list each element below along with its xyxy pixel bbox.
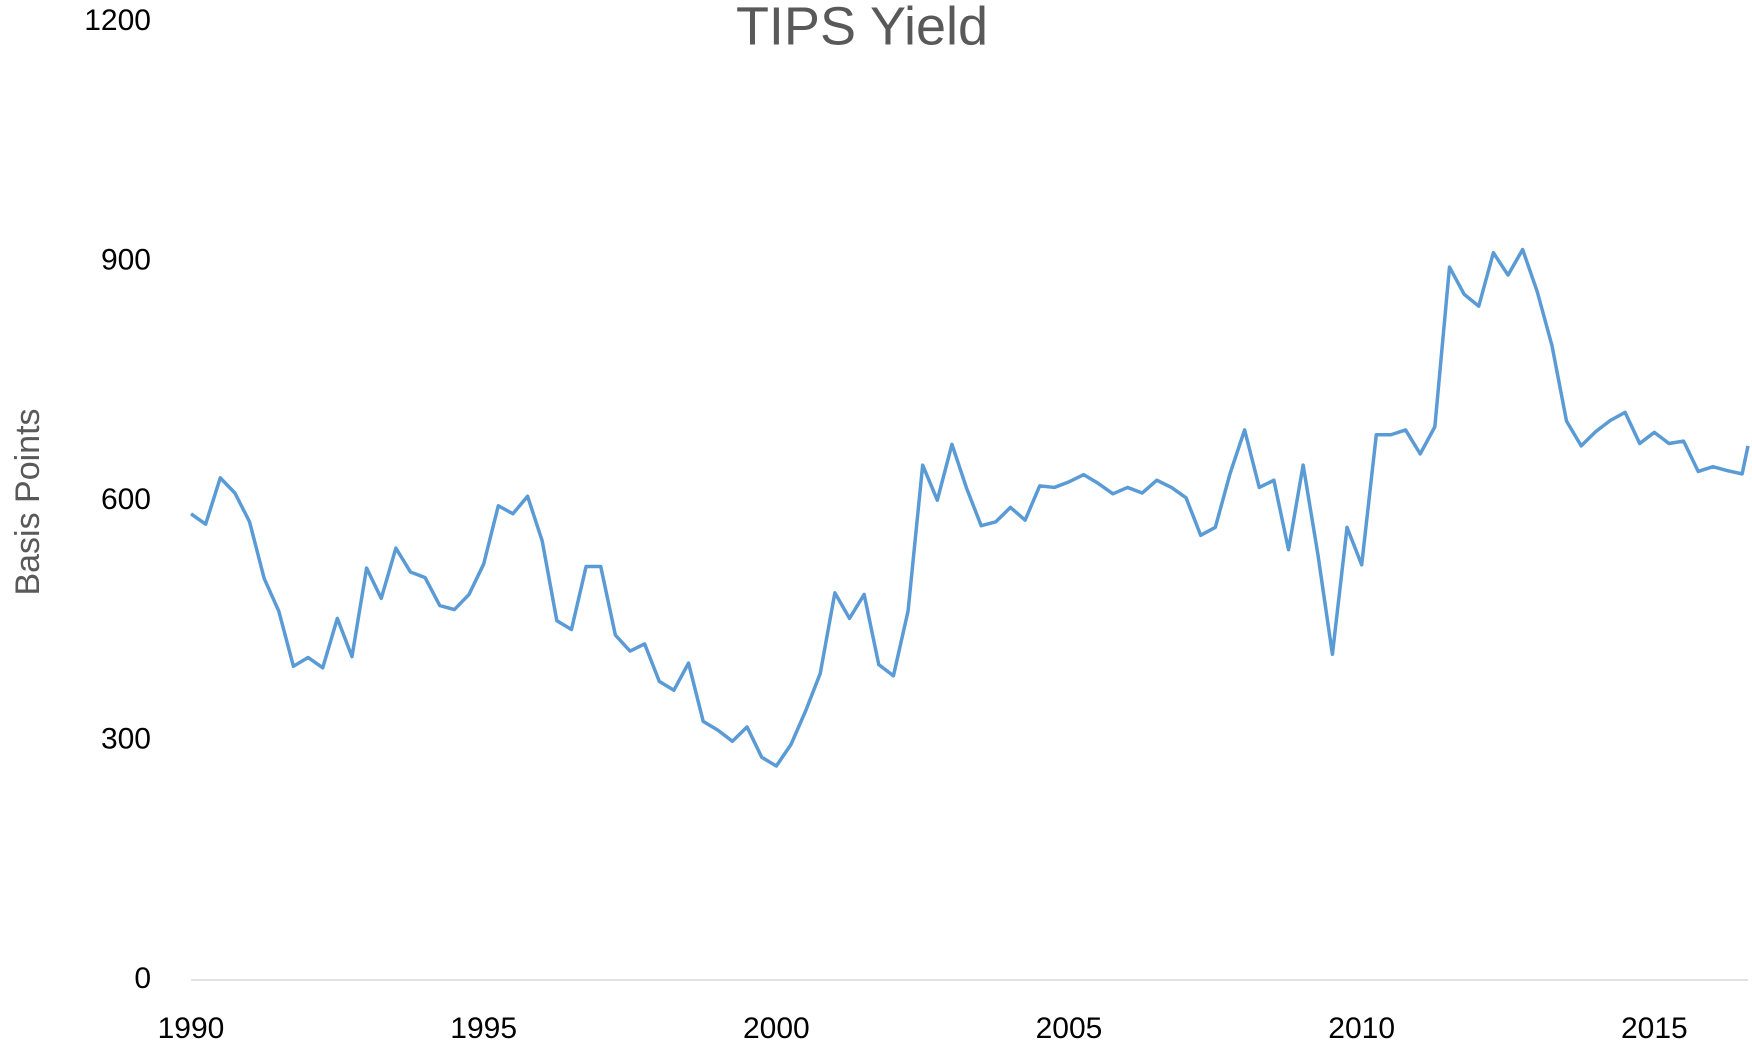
x-tick-label: 2010	[1328, 1012, 1395, 1045]
y-tick-label: 300	[101, 722, 151, 755]
y-tick-label: 600	[101, 483, 151, 516]
y-tick-label: 1200	[84, 4, 151, 37]
y-tick-label: 900	[101, 243, 151, 276]
x-tick-label: 2015	[1621, 1012, 1688, 1045]
x-tick-label: 2005	[1036, 1012, 1103, 1045]
y-axis-label: Basis Points	[9, 408, 47, 595]
chart-title: TIPS Yield	[736, 0, 988, 56]
x-tick-label: 1990	[158, 1012, 225, 1045]
y-tick-label: 0	[134, 962, 151, 995]
x-tick-label: 1995	[450, 1012, 517, 1045]
x-tick-label: 2000	[743, 1012, 810, 1045]
line-series	[189, 247, 1750, 768]
